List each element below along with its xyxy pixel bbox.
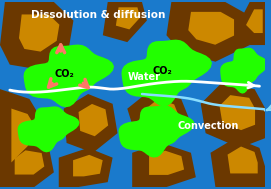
Polygon shape (246, 9, 263, 33)
Polygon shape (127, 89, 191, 146)
Polygon shape (15, 150, 44, 175)
Polygon shape (116, 7, 140, 29)
Polygon shape (24, 45, 114, 107)
Polygon shape (220, 48, 268, 94)
Polygon shape (188, 12, 234, 45)
Polygon shape (73, 155, 103, 176)
Polygon shape (64, 94, 118, 153)
Polygon shape (166, 2, 250, 62)
Text: CO₂: CO₂ (55, 69, 75, 79)
Polygon shape (0, 143, 54, 187)
Text: Water: Water (127, 72, 160, 82)
Polygon shape (201, 84, 265, 148)
Polygon shape (0, 89, 44, 187)
Polygon shape (132, 143, 196, 187)
Polygon shape (121, 40, 212, 107)
Polygon shape (149, 151, 184, 175)
Polygon shape (79, 104, 108, 136)
Text: CO₂: CO₂ (153, 67, 172, 77)
Polygon shape (18, 106, 79, 152)
Text: Convection: Convection (178, 121, 239, 131)
Polygon shape (0, 2, 73, 70)
Text: Dissolution & diffusion: Dissolution & diffusion (31, 10, 165, 20)
Polygon shape (220, 95, 255, 130)
Polygon shape (211, 138, 265, 187)
Polygon shape (235, 2, 265, 45)
Polygon shape (118, 105, 195, 158)
Polygon shape (228, 146, 258, 174)
Polygon shape (59, 148, 113, 187)
Polygon shape (11, 108, 36, 162)
Polygon shape (19, 14, 59, 52)
Polygon shape (144, 99, 180, 130)
Polygon shape (103, 2, 147, 42)
